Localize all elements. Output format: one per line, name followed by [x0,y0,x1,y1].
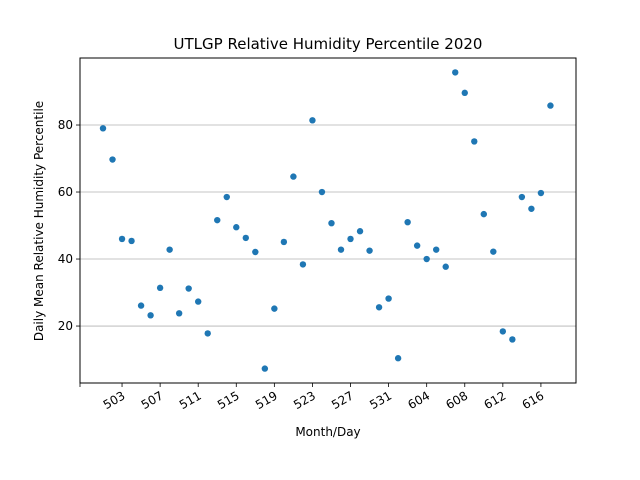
data-point [252,248,259,256]
data-point [375,304,383,311]
gridlines [80,124,576,327]
data-point [547,102,554,109]
data-point [128,237,135,245]
data-point [347,235,354,243]
data-point [509,336,516,343]
data-point [271,305,278,312]
data-point [366,247,373,254]
x-tick-label: 531 [367,388,394,412]
plot-frame [79,57,577,384]
y-tick-label: 60 [58,185,73,199]
data-point [385,295,392,302]
y-axis-label: Daily Mean Relative Humidity Percentile [32,101,46,341]
data-point [185,285,192,292]
data-point [442,263,449,270]
data-point [318,188,326,196]
chart-title: UTLGP Relative Humidity Percentile 2020 [174,35,483,53]
data-point [118,235,126,243]
data-point [452,69,459,76]
data-point [413,242,421,249]
data-point [518,193,526,201]
data-point [299,261,307,268]
data-point [204,330,211,337]
data-point [195,298,202,305]
data-point [490,248,497,255]
data-point [537,189,545,197]
x-tick-label: 616 [520,388,547,412]
data-point [528,205,535,212]
data-point [337,246,345,253]
data-point [156,284,164,292]
data-point [261,365,269,372]
data-point [356,228,364,235]
data-points [99,69,554,372]
x-tick-label: 515 [215,388,242,412]
y-axis: 20 40 60 80 [58,118,80,333]
x-axis: 503 507 511 515 519 523 527 531 604 608 612 616 [79,383,547,412]
x-tick-label: 527 [329,388,356,412]
y-tick-label: 40 [58,252,73,266]
data-point [480,210,487,218]
data-point [99,125,107,132]
x-tick-label: 519 [253,388,280,412]
data-point [290,173,297,180]
data-point [394,355,402,362]
data-point [137,302,145,309]
data-point [166,246,173,253]
x-tick-label: 507 [139,388,166,412]
data-point [175,310,183,317]
x-tick-label: 523 [291,388,318,412]
data-point [214,216,221,224]
data-point [242,234,249,242]
x-tick-label: 503 [101,388,128,412]
data-point [461,89,468,97]
data-point [223,193,230,201]
data-point [499,328,507,335]
data-point [109,156,116,163]
data-point [309,117,316,124]
x-axis-label: Month/Day [295,425,360,439]
data-point [233,224,240,231]
data-point [280,238,288,246]
data-point [404,218,411,226]
y-tick-label: 20 [58,319,73,333]
data-point [471,138,478,145]
data-point [433,246,440,253]
x-tick-label: 612 [482,388,509,412]
x-tick-label: 604 [405,388,432,412]
data-point [147,312,154,319]
data-point [423,255,430,263]
x-tick-label: 608 [443,388,470,412]
y-tick-label: 80 [58,118,73,132]
x-tick-label: 511 [177,388,204,412]
data-point [328,219,335,227]
